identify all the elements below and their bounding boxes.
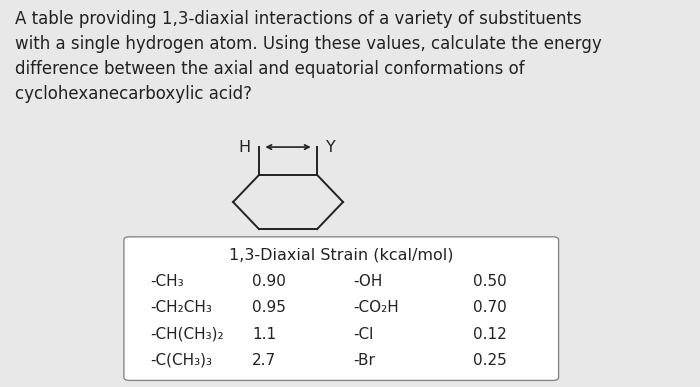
Text: -Br: -Br (354, 353, 375, 368)
Text: -CH₂CH₃: -CH₂CH₃ (150, 300, 212, 315)
Text: H: H (239, 140, 251, 154)
Text: 0.50: 0.50 (473, 274, 506, 289)
Text: 2.7: 2.7 (252, 353, 276, 368)
Text: -OH: -OH (354, 274, 383, 289)
Text: 0.25: 0.25 (473, 353, 506, 368)
Text: -CO₂H: -CO₂H (354, 300, 399, 315)
Text: A table providing 1,3-diaxial interactions of a variety of substituents
with a s: A table providing 1,3-diaxial interactio… (15, 10, 602, 103)
Text: -CH₃: -CH₃ (150, 274, 184, 289)
Text: -C(CH₃)₃: -C(CH₃)₃ (150, 353, 213, 368)
Text: 0.90: 0.90 (252, 274, 286, 289)
Text: 0.70: 0.70 (473, 300, 506, 315)
Text: 0.12: 0.12 (473, 327, 506, 342)
Text: -Cl: -Cl (354, 327, 374, 342)
Text: 1,3-Diaxial Strain (kcal/mol): 1,3-Diaxial Strain (kcal/mol) (229, 248, 454, 263)
Text: 1.1: 1.1 (252, 327, 276, 342)
Text: Y: Y (326, 140, 335, 154)
Text: 0.95: 0.95 (252, 300, 286, 315)
Text: -CH(CH₃)₂: -CH(CH₃)₂ (150, 327, 224, 342)
FancyBboxPatch shape (124, 237, 559, 380)
